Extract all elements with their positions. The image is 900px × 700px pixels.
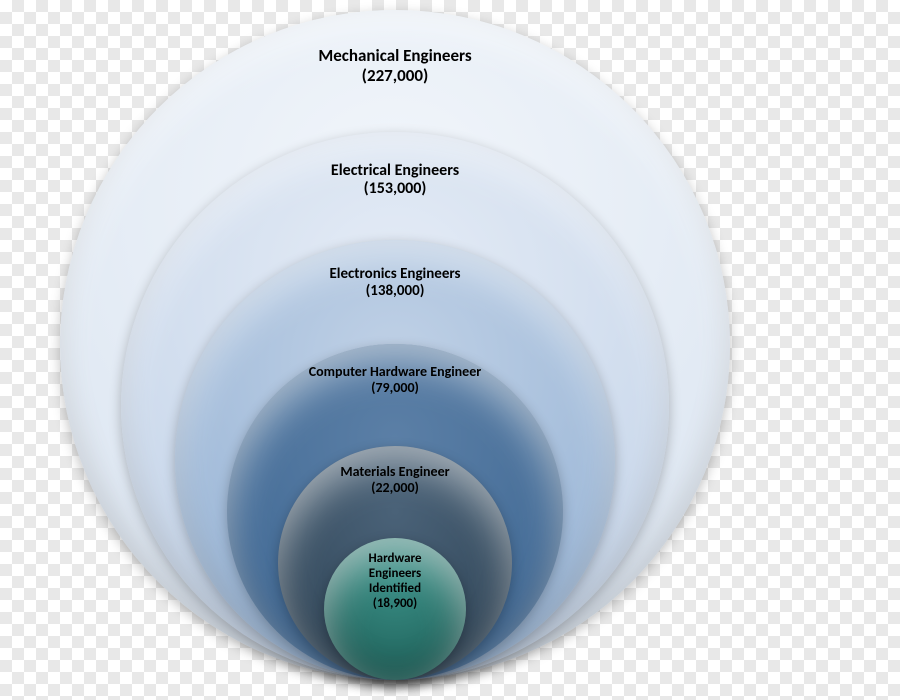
ring-hardware-identified: Hardware Engineers Identified(18,900) xyxy=(324,538,466,680)
ring-value-mechanical: (227,000) xyxy=(161,66,630,86)
ring-value-materials: (22,000) xyxy=(313,480,477,496)
ring-title-computer-hardware: Computer Hardware Engineer xyxy=(277,364,512,380)
ring-title-materials: Materials Engineer xyxy=(313,464,477,480)
ring-label-materials: Materials Engineer(22,000) xyxy=(313,464,477,496)
ring-value-electrical: (153,000) xyxy=(203,180,587,198)
ring-value-computer-hardware: (79,000) xyxy=(277,380,512,396)
ring-label-electronics: Electronics Engineers(138,000) xyxy=(241,266,549,301)
ring-title-electronics: Electronics Engineers xyxy=(241,266,549,283)
chart-canvas: Mechanical Engineers(227,000) Electrical … xyxy=(0,0,900,700)
ring-title-electrical: Electrical Engineers xyxy=(203,162,587,180)
ring-value-electronics: (138,000) xyxy=(241,283,549,300)
ring-title-mechanical: Mechanical Engineers xyxy=(161,46,630,66)
ring-title-hardware-identified: Hardware Engineers Identified xyxy=(345,552,444,597)
ring-label-electrical: Electrical Engineers(153,000) xyxy=(203,162,587,199)
ring-label-computer-hardware: Computer Hardware Engineer(79,000) xyxy=(277,364,512,396)
ring-label-hardware-identified: Hardware Engineers Identified(18,900) xyxy=(345,552,444,612)
ring-value-hardware-identified: (18,900) xyxy=(345,597,444,612)
ring-label-mechanical: Mechanical Engineers(227,000) xyxy=(161,46,630,85)
